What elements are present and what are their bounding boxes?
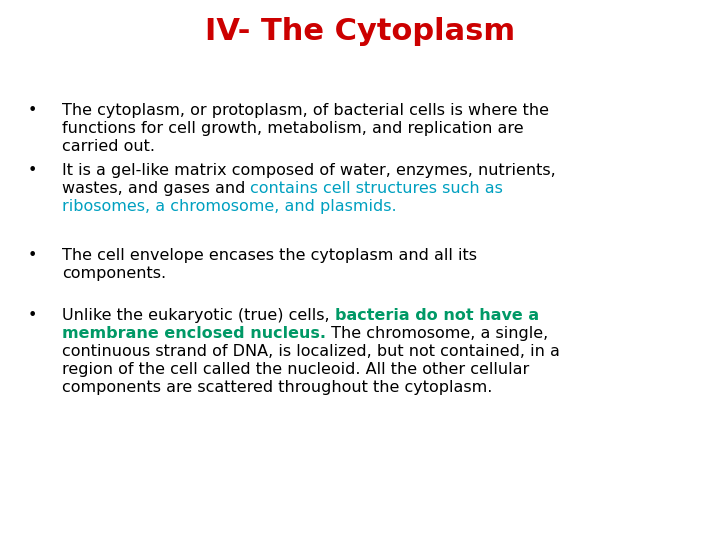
Text: •: •: [28, 308, 37, 323]
Text: membrane enclosed nucleus.: membrane enclosed nucleus.: [62, 326, 326, 341]
Text: The cell envelope encases the cytoplasm and all its: The cell envelope encases the cytoplasm …: [62, 248, 477, 263]
Text: contains cell structures such as: contains cell structures such as: [251, 181, 503, 196]
Text: ribosomes, a chromosome, and plasmids.: ribosomes, a chromosome, and plasmids.: [62, 199, 397, 214]
Text: wastes, and gases and: wastes, and gases and: [62, 181, 251, 196]
Text: The chromosome, a single,: The chromosome, a single,: [326, 326, 548, 341]
Text: •: •: [28, 103, 37, 118]
Text: carried out.: carried out.: [62, 139, 155, 154]
Text: functions for cell growth, metabolism, and replication are: functions for cell growth, metabolism, a…: [62, 121, 523, 136]
Text: •: •: [28, 248, 37, 263]
Text: components are scattered throughout the cytoplasm.: components are scattered throughout the …: [62, 380, 492, 395]
Text: Unlike the eukaryotic (true) cells,: Unlike the eukaryotic (true) cells,: [62, 308, 335, 323]
Text: It is a gel-like matrix composed of water, enzymes, nutrients,: It is a gel-like matrix composed of wate…: [62, 163, 556, 178]
Text: components.: components.: [62, 266, 166, 281]
Text: region of the cell called the nucleoid. All the other cellular: region of the cell called the nucleoid. …: [62, 362, 529, 377]
Text: •: •: [28, 163, 37, 178]
Text: continuous strand of DNA, is localized, but not contained, in a: continuous strand of DNA, is localized, …: [62, 344, 560, 359]
Text: The cytoplasm, or protoplasm, of bacterial cells is where the: The cytoplasm, or protoplasm, of bacteri…: [62, 103, 549, 118]
Text: bacteria do not have a: bacteria do not have a: [335, 308, 539, 323]
Text: IV- The Cytoplasm: IV- The Cytoplasm: [205, 17, 515, 46]
